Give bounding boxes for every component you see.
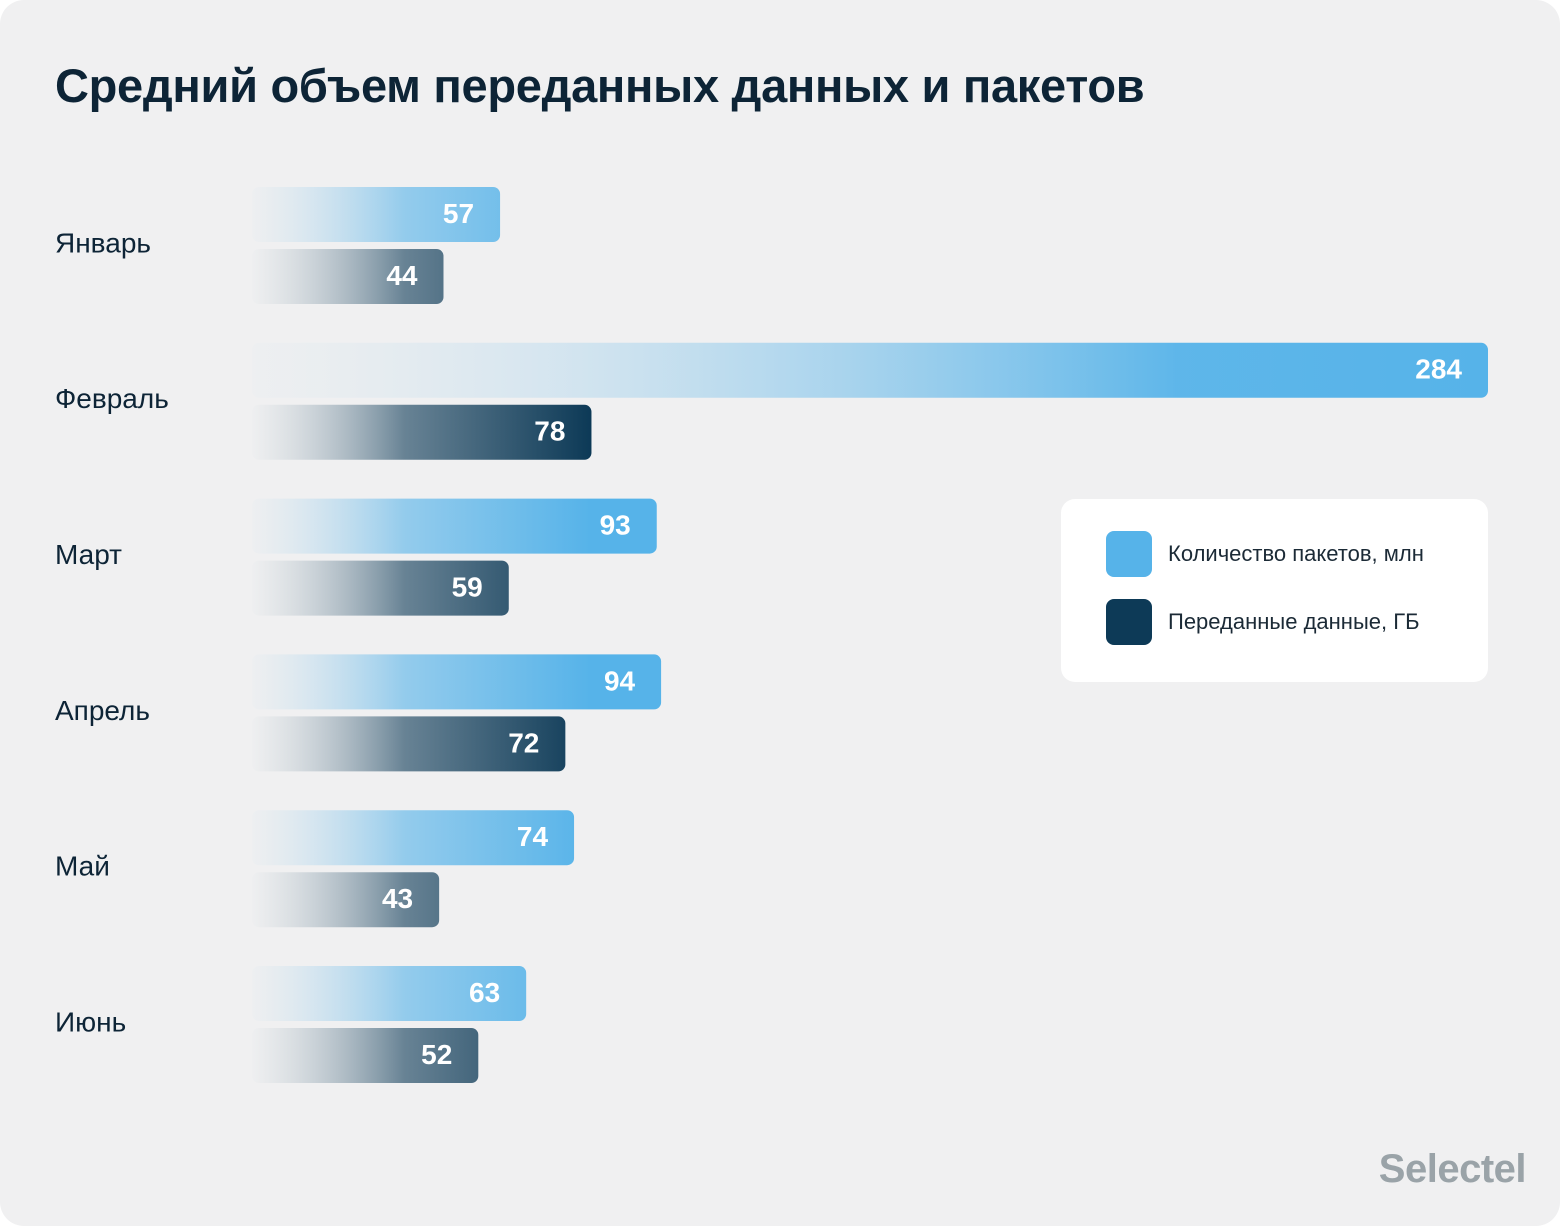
- bar-value-label: 93: [600, 509, 631, 540]
- chart-title: Средний объем переданных данных и пакето…: [55, 59, 1145, 112]
- bar-value-label: 63: [469, 977, 500, 1008]
- bar-value-label: 52: [421, 1039, 452, 1070]
- bar-value-label: 44: [386, 260, 418, 291]
- legend: Количество пакетов, млн Переданные данны…: [1061, 499, 1488, 682]
- legend-item-data: Переданные данные, ГБ: [1106, 599, 1420, 645]
- bar-data: [252, 249, 444, 304]
- bar-data: [252, 1028, 479, 1083]
- category-label: Март: [55, 539, 122, 570]
- bar-data: [252, 872, 440, 928]
- bar-value-label: 78: [534, 416, 565, 447]
- category-label: Январь: [55, 227, 151, 258]
- bar-data: [252, 560, 509, 616]
- bar-value-label: 284: [1415, 354, 1462, 385]
- legend-swatch-packets: [1106, 531, 1152, 577]
- bar-packets: [252, 810, 575, 866]
- bar-value-label: 72: [508, 727, 539, 758]
- legend-item-packets: Количество пакетов, млн: [1106, 531, 1424, 577]
- legend-label-data: Переданные данные, ГБ: [1168, 609, 1420, 634]
- bar-packets: [252, 342, 1488, 398]
- bar-packets: [252, 654, 662, 710]
- bar-value-label: 57: [443, 198, 474, 229]
- legend-label-packets: Количество пакетов, млн: [1168, 541, 1424, 566]
- selectel-logo: Selectel: [1378, 1147, 1527, 1191]
- bar-value-label: 74: [517, 821, 549, 852]
- bar-data: [252, 404, 592, 460]
- category-labels: Январь Февраль Март Апрель Май Июнь: [55, 227, 169, 1037]
- bar-value-label: 59: [452, 571, 483, 602]
- bar-value-label: 43: [382, 883, 413, 914]
- bar-value-label: 94: [604, 665, 636, 696]
- bar-packets: [252, 498, 657, 554]
- category-label: Февраль: [55, 383, 169, 414]
- bar-packets: [252, 966, 527, 1021]
- category-label: Май: [55, 851, 110, 882]
- legend-swatch-data: [1106, 599, 1152, 645]
- bar-data: [252, 716, 566, 772]
- bars: [252, 187, 1488, 1083]
- bar-packets: [252, 187, 501, 242]
- category-label: Июнь: [55, 1006, 126, 1037]
- bar-value-labels: 57 44 284 78 93 59 94 72 74 43 63 52: [382, 198, 1462, 1070]
- category-label: Апрель: [55, 695, 150, 726]
